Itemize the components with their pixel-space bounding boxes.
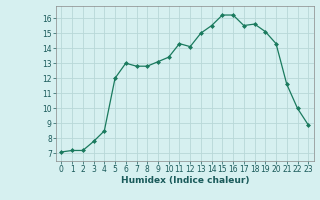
- X-axis label: Humidex (Indice chaleur): Humidex (Indice chaleur): [121, 176, 249, 185]
